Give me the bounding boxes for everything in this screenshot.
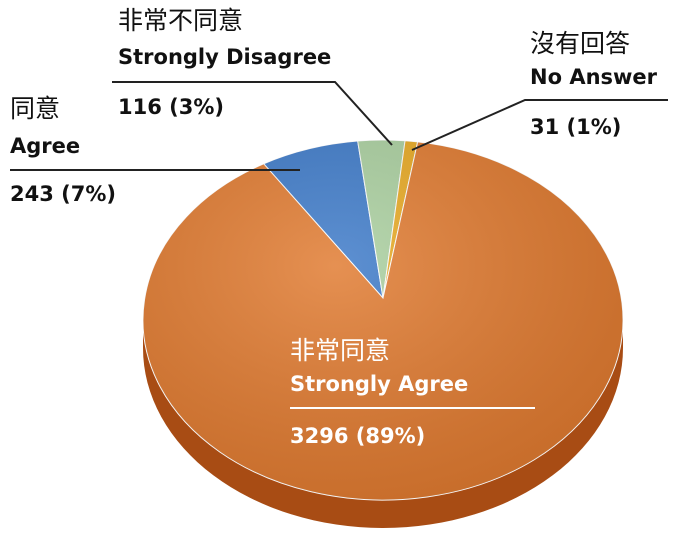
- label-zh: 沒有回答: [530, 29, 630, 58]
- value-label: 116 (3%): [118, 95, 224, 119]
- label-zh: 非常不同意: [118, 6, 243, 35]
- value-label: 31 (1%): [530, 115, 621, 139]
- label-zh: 非常同意: [290, 336, 390, 365]
- leader-line: [112, 81, 393, 146]
- label-en: No Answer: [530, 65, 658, 89]
- label-en: Agree: [10, 134, 80, 158]
- label-en: Strongly Disagree: [118, 45, 331, 69]
- leader-line: [411, 99, 668, 151]
- label-zh: 同意: [10, 94, 60, 123]
- labels: 同意 Agree 243 (7%) 非常不同意 Strongly Disagree 116…: [10, 6, 668, 448]
- value-label: 243 (7%): [10, 182, 116, 206]
- pie: [142, 139, 624, 528]
- label-en: Strongly Agree: [290, 372, 468, 396]
- value-label: 3296 (89%): [290, 424, 425, 448]
